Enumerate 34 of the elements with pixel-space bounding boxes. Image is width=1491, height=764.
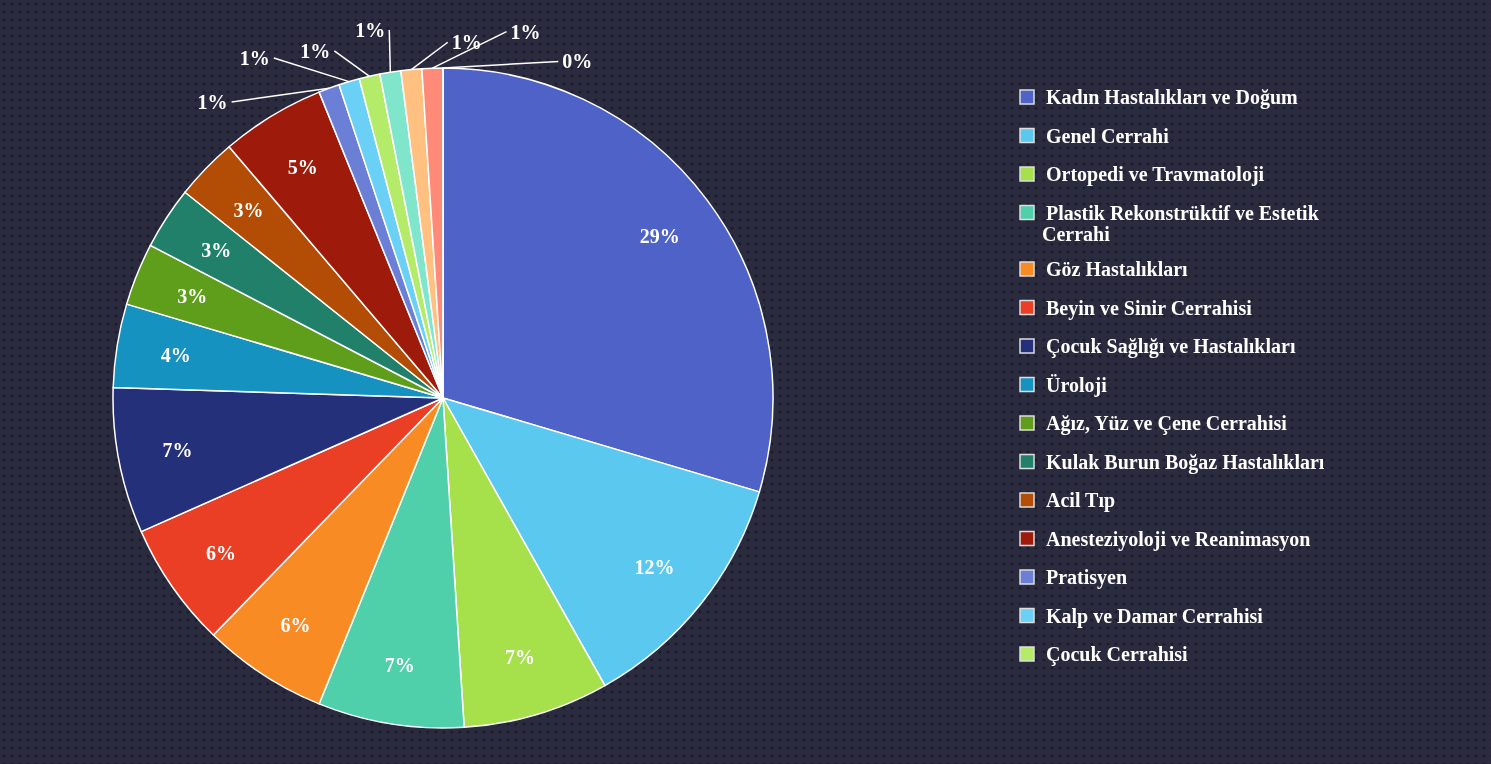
data-label: 7% [384,654,415,677]
data-label: 5% [287,155,318,178]
data-label: 1% [510,20,541,43]
legend-label: Çocuk Sağlığı ve Hastalıkları [1046,335,1296,358]
data-label: 3% [177,285,208,308]
legend-label: Acil Tıp [1046,489,1116,512]
data-label: 1% [300,39,331,62]
text: 0% [562,50,593,73]
legend-label: Ortopedi ve Travmatoloji [1046,163,1265,186]
data-label: 3% [233,198,264,221]
data-label: 1% [355,19,386,42]
data-label: 3% [201,239,232,262]
data-label: 1% [197,90,228,113]
legend-label: Plastik Rekonstrüktif ve Estetik Cerrahi [1042,201,1320,245]
legend-label: Pratisyen [1046,566,1128,589]
data-label: 4% [160,343,191,366]
legend-label: Ağız, Yüz ve Çene Cerrahisi [1046,412,1288,435]
data-label: 7% [162,438,193,461]
data-label: 1% [451,31,482,54]
data-label: 7% [504,646,535,669]
data-label: 6% [280,613,311,636]
legend-label: Kalp ve Damar Cerrahisi [1046,604,1264,628]
legend-label: Göz Hastalıkları [1046,258,1189,280]
legend-label: Üroloji [1046,373,1108,397]
legend-label: Çocuk Cerrahisi [1046,643,1189,666]
legend-label: Anesteziyoloji ve Reanimasyon [1046,527,1311,551]
data-label: 12% [634,555,675,578]
legend-label: Kulak Burun Boğaz Hastalıkları [1046,450,1325,474]
legend-label: Kadın Hastalıkları ve Doğum [1046,86,1299,109]
data-label: 6% [206,541,237,564]
legend-label: Genel Cerrahi [1046,124,1170,147]
legend-label: Beyin ve Sinir Cerrahisi [1046,296,1253,320]
data-label: 1% [239,46,270,69]
data-label: 29% [639,225,680,248]
